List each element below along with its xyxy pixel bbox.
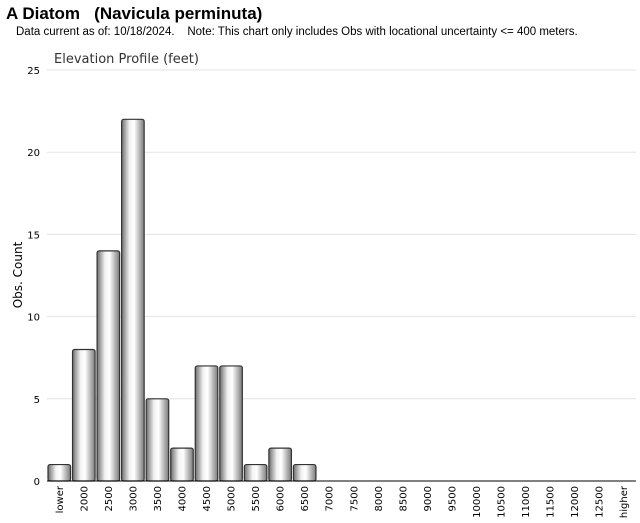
bar-lower [47, 463, 72, 482]
x-tick-label: 10000 [472, 486, 483, 518]
x-tick-label: 3000 [128, 486, 139, 511]
x-tick-label: 8500 [398, 486, 409, 511]
bar-2500 [96, 250, 121, 482]
y-tick-label: 25 [27, 66, 40, 77]
bar-3500 [145, 398, 170, 482]
x-tick-label: higher [619, 485, 630, 518]
y-axis-label: Obs. Count [11, 241, 25, 308]
bar-4500 [194, 365, 219, 482]
y-tick-label: 15 [27, 230, 40, 241]
x-tick-label: 4000 [177, 486, 188, 511]
bar-6000 [268, 447, 293, 482]
x-tick-label: 9000 [423, 486, 434, 511]
x-tick-label: 9500 [447, 486, 458, 511]
x-tick-label: 6500 [300, 486, 311, 511]
x-tick-label: 11000 [521, 486, 532, 518]
x-tick-label: 6000 [276, 486, 287, 511]
x-tick-label: 5000 [227, 486, 238, 511]
x-tick-label: 12500 [595, 486, 606, 518]
y-tick-label: 5 [34, 395, 40, 406]
data-note: Data current as of: 10/18/2024. Note: Th… [16, 26, 578, 38]
x-tick-label: 2500 [104, 486, 115, 511]
x-tick-label: 2000 [79, 486, 90, 511]
bar-5500 [243, 463, 268, 482]
chart-title: Elevation Profile (feet) [54, 52, 199, 67]
y-tick-label: 20 [27, 148, 40, 159]
x-tick-label: 3500 [153, 486, 164, 511]
x-tick-label: 10500 [497, 486, 508, 518]
y-tick-label: 0 [34, 477, 40, 488]
y-tick-label: 10 [27, 313, 40, 324]
x-tick-label: 8000 [374, 486, 385, 511]
x-tick-label: lower [55, 485, 66, 513]
bar-4000 [170, 447, 194, 482]
x-tick-label: 5500 [251, 486, 262, 511]
x-tick-label: 7000 [325, 486, 336, 511]
bar-5000 [219, 365, 243, 482]
bar-2000 [71, 348, 96, 482]
page-title: A Diatom (Navicula perminuta) [6, 4, 263, 23]
x-tick-label: 4500 [202, 486, 213, 511]
x-tick-label: 12000 [570, 486, 581, 518]
x-tick-label: 7500 [349, 486, 360, 511]
bar-3000 [121, 118, 145, 482]
bar-6500 [292, 463, 317, 482]
x-tick-label: 11500 [546, 486, 557, 518]
